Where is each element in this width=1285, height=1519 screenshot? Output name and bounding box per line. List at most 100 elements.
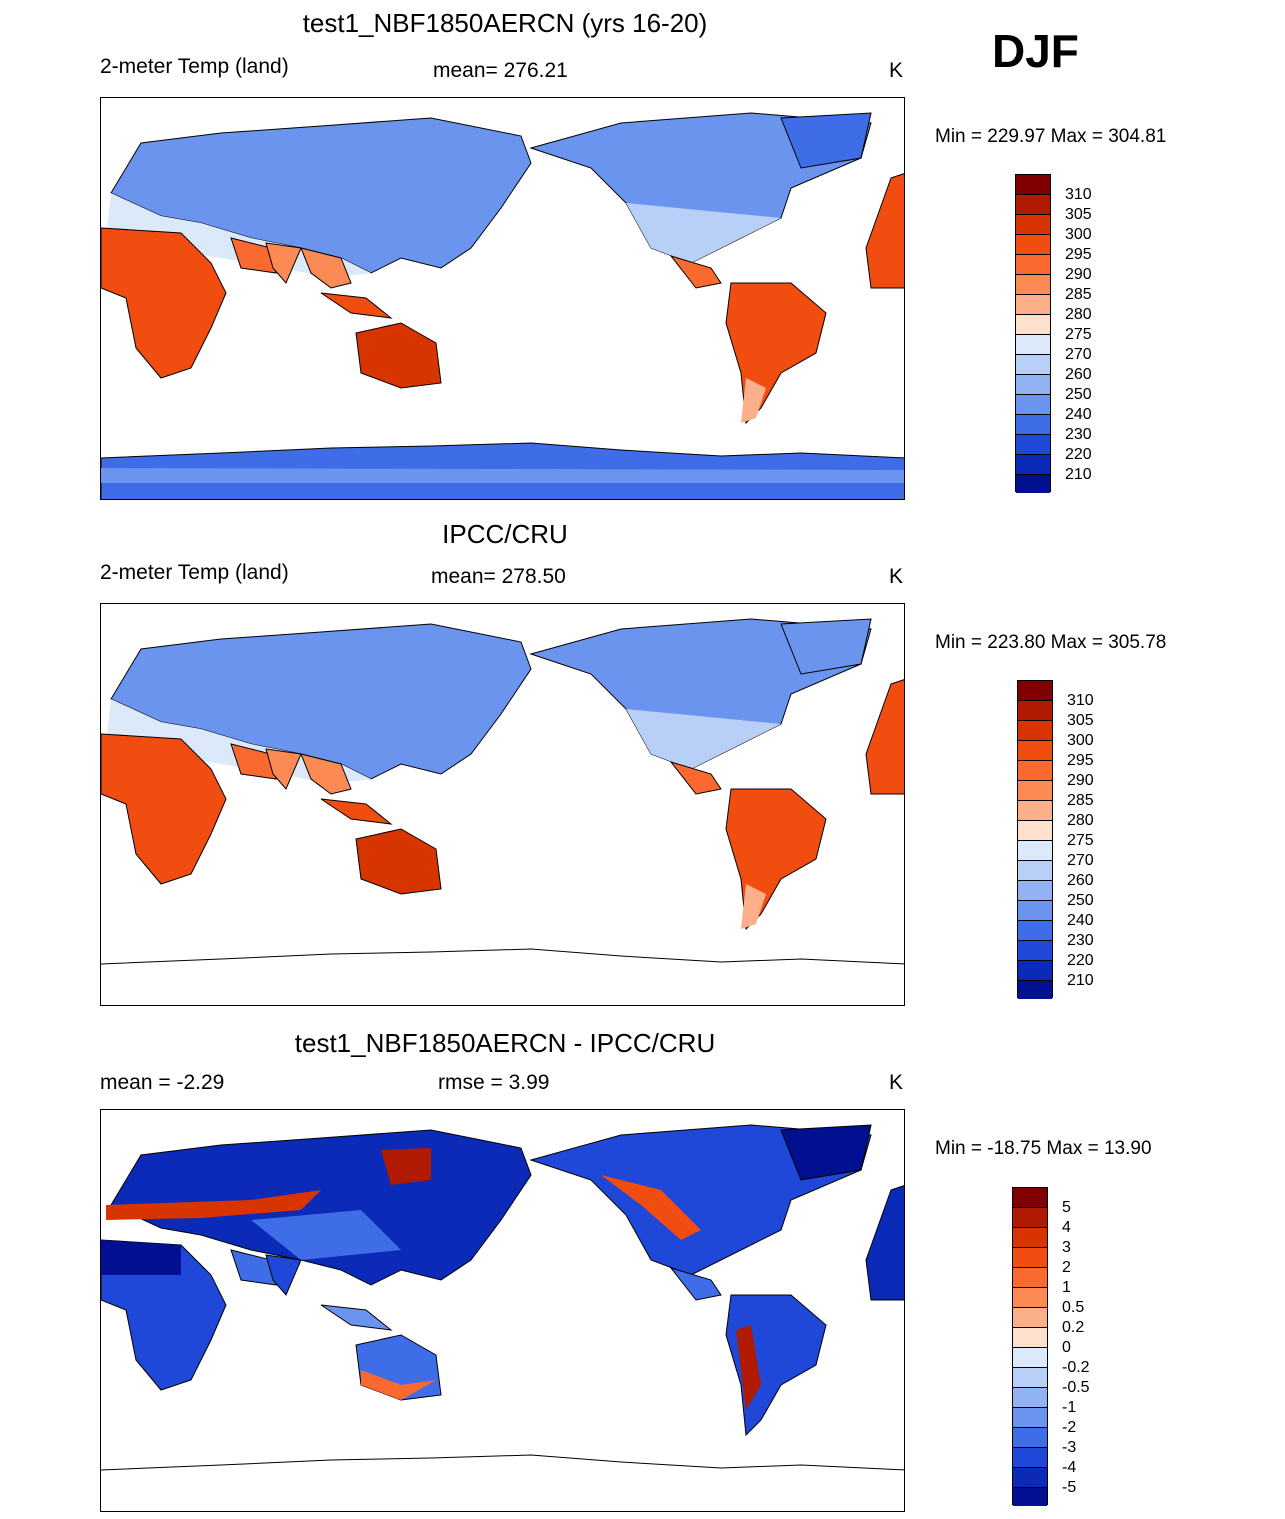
cbar1-label: 250 bbox=[1065, 386, 1092, 403]
panel1-minmax: Min = 229.97 Max = 304.81 bbox=[935, 126, 1167, 147]
cbar2-swatch bbox=[1018, 721, 1052, 741]
cbar3-label: -1 bbox=[1062, 1399, 1077, 1416]
panel1-australia bbox=[355, 322, 442, 389]
panel2-south-america bbox=[725, 788, 827, 931]
cbar2-label: 285 bbox=[1067, 792, 1094, 809]
cbar1-label: 280 bbox=[1065, 306, 1092, 323]
cbar3-swatch bbox=[1013, 1468, 1047, 1488]
panel1-colorbar bbox=[1015, 174, 1051, 493]
cbar3-swatch bbox=[1013, 1368, 1047, 1388]
cbar1-swatch bbox=[1016, 195, 1050, 215]
panel2-antarctica-outline bbox=[101, 948, 904, 965]
cbar2-label: 210 bbox=[1067, 972, 1094, 989]
panel3-minmax: Min = -18.75 Max = 13.90 bbox=[935, 1138, 1152, 1159]
panel3-antarctica-outline bbox=[101, 1454, 904, 1471]
cbar2-swatch bbox=[1018, 821, 1052, 841]
cbar2-swatch bbox=[1018, 961, 1052, 981]
cbar2-swatch bbox=[1018, 841, 1052, 861]
cbar3-swatch bbox=[1013, 1428, 1047, 1448]
cbar2-label: 310 bbox=[1067, 692, 1094, 709]
cbar1-swatch bbox=[1016, 335, 1050, 355]
panel3-map bbox=[100, 1109, 905, 1512]
cbar1-label: 290 bbox=[1065, 266, 1092, 283]
cbar2-swatch bbox=[1018, 681, 1052, 701]
cbar3-label: 0.2 bbox=[1062, 1319, 1085, 1336]
panel2-variable-label: 2-meter Temp (land) bbox=[100, 561, 289, 584]
cbar2-label: 230 bbox=[1067, 932, 1094, 949]
cbar2-label: 305 bbox=[1067, 712, 1094, 729]
cbar2-swatch bbox=[1018, 881, 1052, 901]
cbar1-swatch bbox=[1016, 235, 1050, 255]
cbar1-swatch bbox=[1016, 295, 1050, 315]
cbar2-swatch bbox=[1018, 801, 1052, 821]
cbar3-swatch bbox=[1013, 1448, 1047, 1468]
panel1-variable-label: 2-meter Temp (land) bbox=[100, 55, 289, 78]
cbar2-label: 220 bbox=[1067, 952, 1094, 969]
cbar3-label: 4 bbox=[1062, 1219, 1071, 1236]
cbar1-swatch bbox=[1016, 455, 1050, 475]
cbar1-label: 295 bbox=[1065, 246, 1092, 263]
panel2-mean-label: mean= 278.50 bbox=[431, 565, 566, 588]
cbar1-label: 285 bbox=[1065, 286, 1092, 303]
cbar3-label: 0.5 bbox=[1062, 1299, 1085, 1316]
cbar2-label: 260 bbox=[1067, 872, 1094, 889]
cbar1-swatch bbox=[1016, 175, 1050, 195]
cbar3-label: -4 bbox=[1062, 1459, 1077, 1476]
cbar1-label: 240 bbox=[1065, 406, 1092, 423]
panel2-eurasia bbox=[110, 623, 532, 780]
cbar3-label: -0.2 bbox=[1062, 1359, 1090, 1376]
cbar3-swatch bbox=[1013, 1248, 1047, 1268]
panel2-colorbar bbox=[1017, 680, 1053, 999]
cbar2-swatch bbox=[1018, 901, 1052, 921]
cbar1-swatch bbox=[1016, 315, 1050, 335]
panel1-africa bbox=[101, 227, 227, 379]
cbar2-label: 240 bbox=[1067, 912, 1094, 929]
cbar3-label: 3 bbox=[1062, 1239, 1071, 1256]
cbar3-label: -3 bbox=[1062, 1439, 1077, 1456]
cbar2-swatch bbox=[1018, 861, 1052, 881]
cbar2-swatch bbox=[1018, 981, 1052, 999]
cbar3-label: -0.5 bbox=[1062, 1379, 1090, 1396]
panel2-map bbox=[100, 603, 905, 1006]
cbar1-label: 275 bbox=[1065, 326, 1092, 343]
panel2-minmax: Min = 223.80 Max = 305.78 bbox=[935, 632, 1167, 653]
cbar1-swatch bbox=[1016, 475, 1050, 493]
cbar2-swatch bbox=[1018, 761, 1052, 781]
panel1-map bbox=[100, 97, 905, 500]
cbar2-label: 275 bbox=[1067, 832, 1094, 849]
cbar1-label: 230 bbox=[1065, 426, 1092, 443]
cbar3-label: -5 bbox=[1062, 1479, 1077, 1496]
cbar3-swatch bbox=[1013, 1308, 1047, 1328]
cbar2-label: 270 bbox=[1067, 852, 1094, 869]
cbar3-swatch bbox=[1013, 1188, 1047, 1208]
cbar2-swatch bbox=[1018, 741, 1052, 761]
panel3-rmse-label: rmse = 3.99 bbox=[438, 1071, 550, 1094]
panel1-title: test1_NBF1850AERCN (yrs 16-20) bbox=[302, 8, 708, 38]
cbar1-label: 305 bbox=[1065, 206, 1092, 223]
cbar1-label: 220 bbox=[1065, 446, 1092, 463]
cbar3-swatch bbox=[1013, 1488, 1047, 1506]
panel3-units: K bbox=[889, 1071, 904, 1094]
panel2-africa bbox=[101, 733, 227, 885]
panel1-mean-label: mean= 276.21 bbox=[433, 59, 568, 82]
cbar1-label: 310 bbox=[1065, 186, 1092, 203]
season-label: DJF bbox=[992, 25, 1079, 77]
panel2-units: K bbox=[889, 565, 904, 588]
cbar3-swatch bbox=[1013, 1208, 1047, 1228]
cbar3-label: 5 bbox=[1062, 1199, 1071, 1216]
panel1-eurasia bbox=[110, 117, 532, 274]
cbar1-swatch bbox=[1016, 395, 1050, 415]
cbar3-swatch bbox=[1013, 1328, 1047, 1348]
cbar3-label: 1 bbox=[1062, 1279, 1071, 1296]
cbar1-label: 210 bbox=[1065, 466, 1092, 483]
cbar1-swatch bbox=[1016, 415, 1050, 435]
cbar1-swatch bbox=[1016, 435, 1050, 455]
panel3-mean-label: mean = -2.29 bbox=[100, 1071, 225, 1094]
panel3-title: test1_NBF1850AERCN - IPCC/CRU bbox=[294, 1028, 716, 1058]
cbar3-swatch bbox=[1013, 1348, 1047, 1368]
cbar1-swatch bbox=[1016, 375, 1050, 395]
panel1-units: K bbox=[889, 59, 904, 82]
cbar1-label: 300 bbox=[1065, 226, 1092, 243]
panel3-colorbar bbox=[1012, 1187, 1048, 1506]
cbar2-swatch bbox=[1018, 921, 1052, 941]
